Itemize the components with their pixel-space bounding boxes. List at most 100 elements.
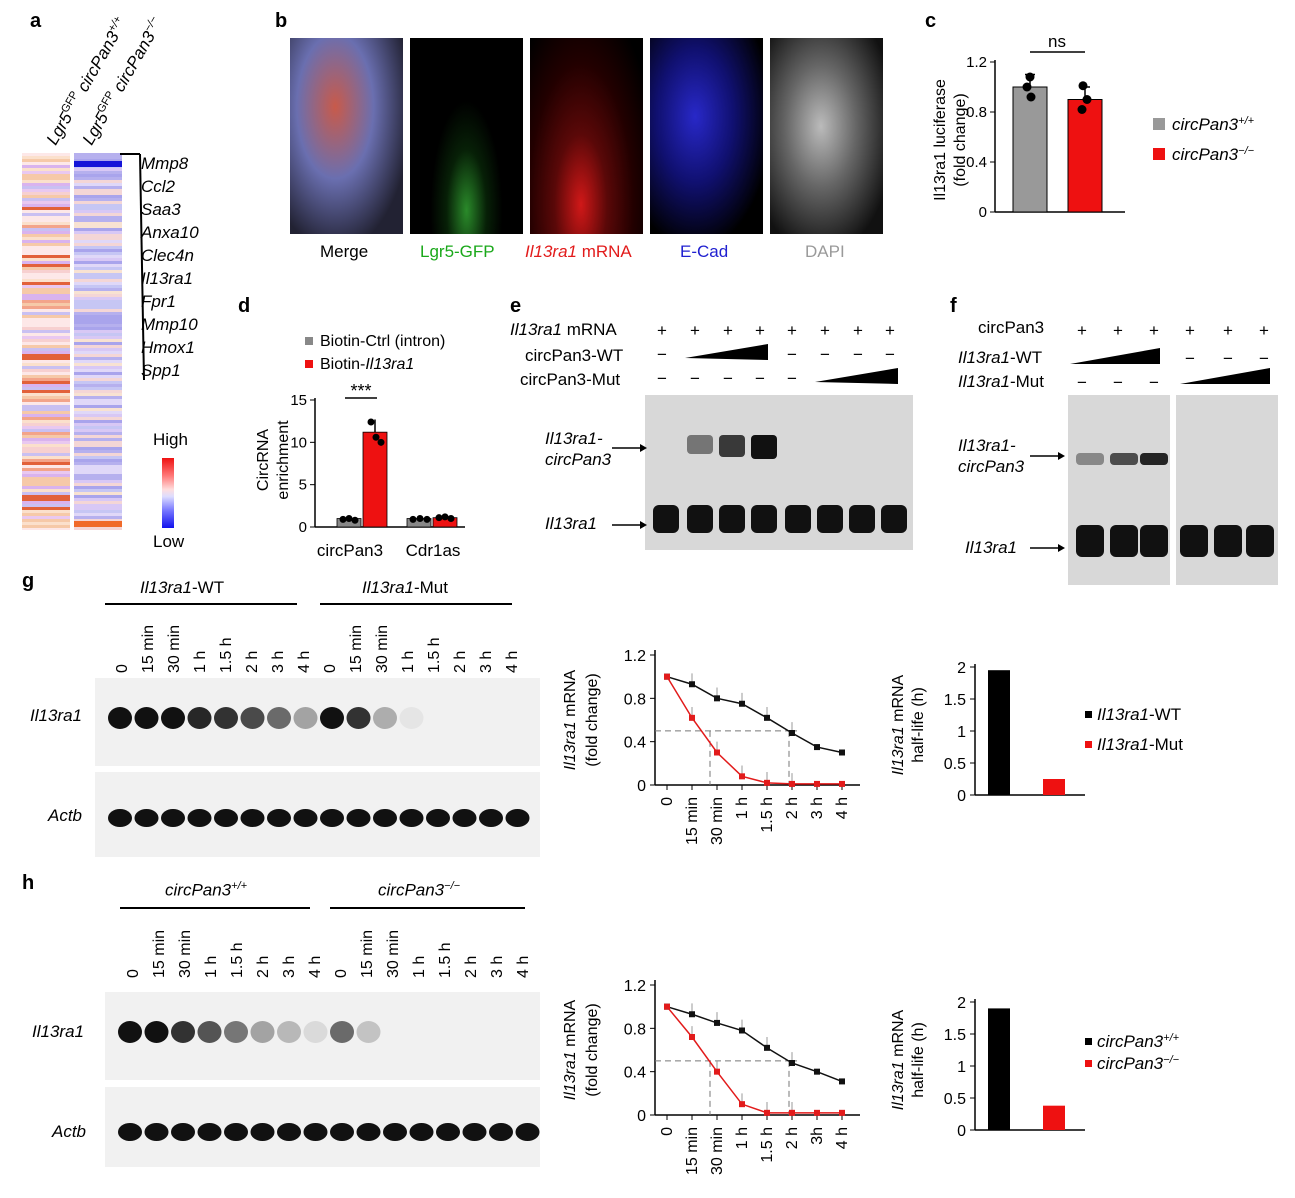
condition-plus: +: [755, 321, 765, 340]
gene-bracket: [120, 153, 145, 381]
heatmap-cell: [22, 516, 70, 519]
heatmap-cell: [74, 309, 122, 312]
blot-band: [399, 809, 424, 827]
y-tick-label: 1.2: [966, 54, 987, 71]
data-point: [714, 1068, 720, 1075]
heatmap-cell: [22, 447, 70, 450]
timepoint-label: 1 h: [203, 955, 220, 978]
blot-band: [240, 707, 265, 729]
heatmap-cell: [22, 390, 70, 393]
blot-band: [171, 1123, 195, 1141]
heatmap-cell: [22, 441, 70, 444]
heatmap-cell: [74, 429, 122, 432]
x-tick-label: 30 min: [709, 797, 726, 845]
heatmap-cell: [74, 480, 122, 483]
heatmap-cell: [22, 486, 70, 489]
heatmap-cell: [22, 285, 70, 288]
data-point: [1022, 82, 1032, 92]
heatmap-cell: [74, 441, 122, 444]
heatmap-cell: [22, 195, 70, 198]
heatmap-cell: [74, 327, 122, 330]
heatmap-cell: [74, 273, 122, 276]
heatmap-cell: [74, 156, 122, 159]
heatmap-cell: [74, 222, 122, 225]
condition-plus: +: [723, 321, 733, 340]
timepoint-label: 0: [114, 664, 131, 673]
data-point: [423, 515, 431, 523]
legend-low: Low: [153, 532, 185, 551]
timepoint-label: 1.5 h: [437, 942, 454, 978]
y-tick-label: 1: [957, 1059, 966, 1076]
blot-band: [436, 1123, 460, 1141]
heatmap-cell: [74, 258, 122, 261]
blot-band: [267, 707, 291, 729]
timepoint-label: 4 h: [515, 955, 532, 978]
heatmap-cell: [74, 234, 122, 237]
bar: [1012, 86, 1048, 213]
heatmap-cell: [22, 414, 70, 417]
heatmap-cell: [22, 234, 70, 237]
legend-label: Biotin-Il13ra1: [320, 356, 414, 373]
heatmap-cell: [22, 186, 70, 189]
gel-band: [1110, 453, 1138, 465]
gel-band: [817, 505, 843, 533]
data-point: [714, 1019, 720, 1026]
timepoint-label: 3 h: [270, 650, 287, 673]
gel-band: [785, 505, 811, 533]
heatmap-cell: [74, 180, 122, 183]
heatmap-cell: [22, 402, 70, 405]
heatmap-cell: [22, 378, 70, 381]
heatmap-cell: [22, 450, 70, 453]
halflife-chart-g: 0 0.5 1 1.5 2 Il13ra1 mRNA half-life (h) Il13ra…: [890, 660, 1183, 805]
heatmap-cell: [22, 177, 70, 180]
y-tick-label: 0: [979, 204, 987, 221]
heatmap-cell: [74, 204, 122, 207]
e-arrows: [612, 444, 647, 529]
timepoint-label: 15 min: [348, 624, 365, 673]
heatmap-cell: [74, 399, 122, 402]
data-point: [1078, 81, 1088, 91]
heatmap-cell: [22, 279, 70, 282]
legend-swatch: [1085, 741, 1092, 748]
data-point: [764, 714, 770, 721]
blot-band: [452, 809, 477, 827]
heatmap-cell: [22, 498, 70, 501]
heatmap-cell: [22, 222, 70, 225]
x-tick-label: 1 h: [734, 797, 751, 819]
x-tick-label: 15 min: [684, 1127, 701, 1175]
y-tick-label: 2: [957, 995, 966, 1012]
heatmap-cell: [74, 207, 122, 210]
condition-plus: +: [885, 321, 895, 340]
y-label: (fold change): [952, 93, 969, 186]
data-point: [714, 749, 720, 756]
heatmap-cell: [22, 426, 70, 429]
heatmap-cell: [74, 369, 122, 372]
heatmap-cell: [22, 432, 70, 435]
color-scale: [162, 458, 174, 528]
blot-band: [356, 1021, 381, 1043]
heatmap-cell: [22, 363, 70, 366]
heatmap-cell: [22, 198, 70, 201]
heatmap-cell: [22, 276, 70, 279]
heatmap-cell: [74, 252, 122, 255]
heatmap-cell: [22, 381, 70, 384]
blot-band: [426, 809, 450, 827]
x-tick-label: 0: [659, 797, 676, 806]
heatmap-cell: [22, 306, 70, 309]
blot-band: [383, 1123, 407, 1141]
x-tick-label: 4 h: [834, 797, 851, 819]
heatmap-cell: [74, 495, 122, 498]
heatmap-cell: [22, 333, 70, 336]
sig-label: ns: [1048, 32, 1066, 51]
heatmap-cell: [22, 405, 70, 408]
panel-label-f: f: [950, 295, 957, 317]
condition-minus: −: [820, 345, 830, 364]
timepoint-label: 0: [322, 664, 339, 673]
gradient-wedge: [815, 368, 898, 384]
y-tick-label: 0.8: [624, 691, 646, 708]
gel-e-bands: [653, 435, 907, 533]
timepoint-label: 4 h: [296, 650, 313, 673]
blot-band: [134, 707, 159, 729]
heatmap-cell: [74, 459, 122, 462]
data-point: [789, 1109, 795, 1116]
